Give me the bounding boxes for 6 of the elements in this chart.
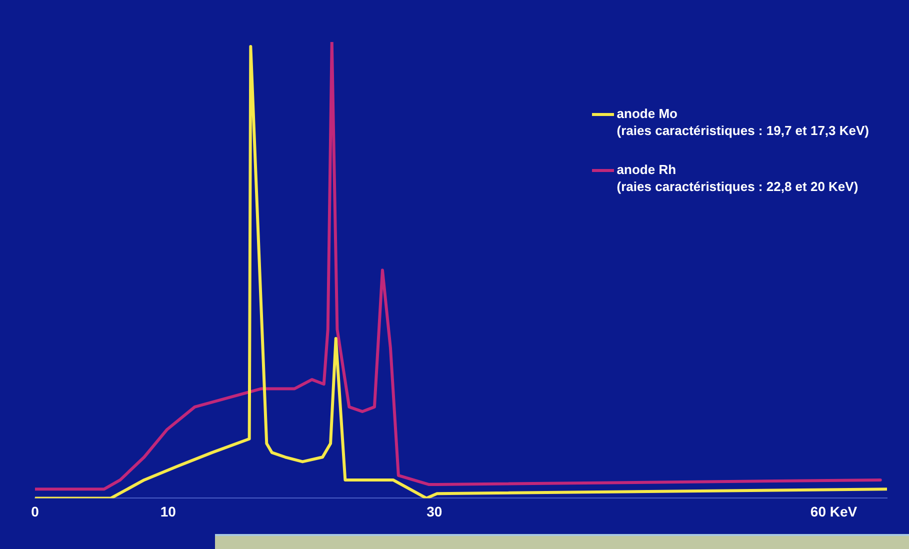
x-tick-label: 0 bbox=[31, 503, 40, 520]
legend-label: anode Rh (raies caractéristiques : 22,8 et 20 KeV) bbox=[616, 161, 858, 195]
x-tick-label: 60 KeV bbox=[810, 503, 858, 520]
x-tick-label: 30 bbox=[426, 503, 442, 520]
legend-label: anode Mo (raies caractéristiques : 19,7 et 17,3 KeV) bbox=[616, 105, 869, 139]
x-tick-label: 10 bbox=[160, 503, 176, 520]
